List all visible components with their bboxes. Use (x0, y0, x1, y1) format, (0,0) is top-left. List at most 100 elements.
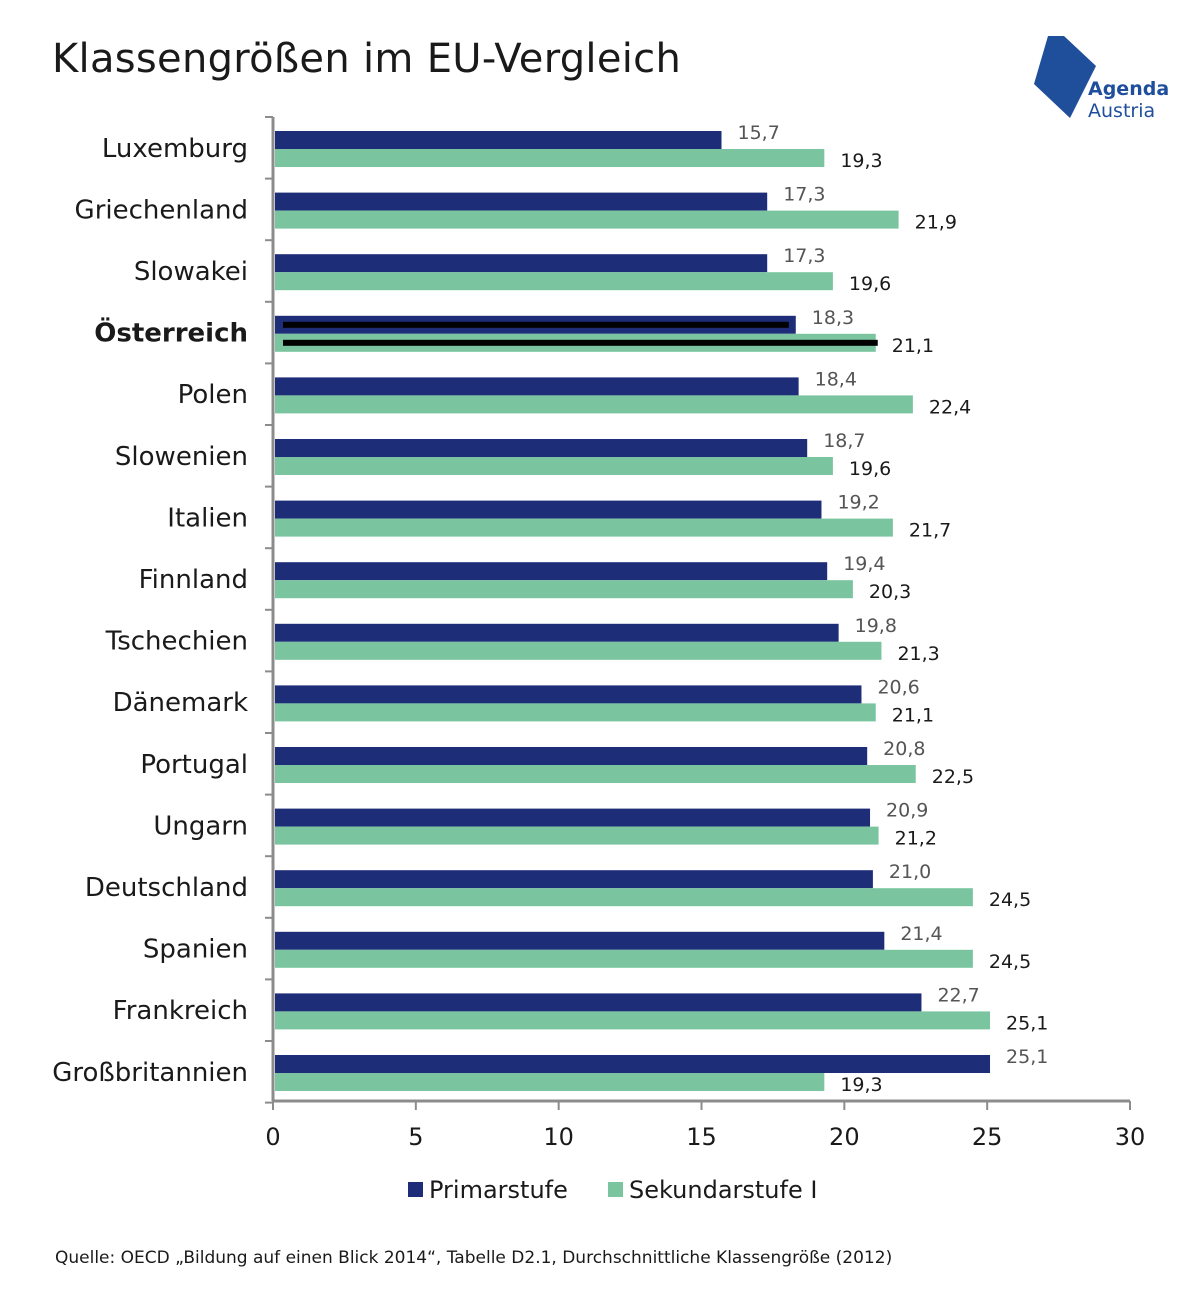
bar-sekundarstufe (275, 826, 879, 845)
bar-sekundarstufe (275, 641, 882, 660)
data-label-sekundarstufe: 20,3 (869, 581, 911, 603)
data-label-primarstufe: 19,8 (855, 615, 897, 637)
bar-sekundarstufe (275, 210, 899, 229)
bar-sekundarstufe (275, 703, 876, 722)
category-label: Tschechien (105, 627, 248, 657)
bar-sekundarstufe (275, 765, 916, 783)
x-tick-label: 20 (829, 1123, 860, 1151)
category-label: Ungarn (153, 811, 248, 841)
bar-primarstufe (275, 747, 868, 765)
bar-sekundarstufe (275, 888, 973, 907)
legend-swatch-primarstufe (408, 1182, 423, 1197)
x-tick-label: 30 (1115, 1123, 1146, 1151)
x-tick-label: 15 (686, 1123, 717, 1151)
category-label: Frankreich (113, 996, 248, 1026)
data-label-sekundarstufe: 21,7 (909, 520, 951, 542)
data-label-primarstufe: 17,3 (783, 245, 825, 267)
category-label: Slowakei (134, 257, 248, 287)
legend-label-sekundarstufe: Sekundarstufe I (629, 1176, 818, 1204)
category-label: Großbritannien (52, 1058, 248, 1088)
data-label-primarstufe: 17,3 (783, 184, 825, 206)
bar-sekundarstufe (275, 395, 913, 414)
logo-text-agenda: Agenda (1088, 78, 1170, 100)
bar-primarstufe (275, 870, 873, 889)
bar-primarstufe (275, 1055, 991, 1073)
category-label: Österreich (94, 316, 248, 349)
bar-sekundarstufe (275, 1011, 991, 1030)
x-tick-label: 25 (972, 1123, 1003, 1151)
data-label-sekundarstufe: 21,2 (895, 828, 937, 850)
legend-item-primarstufe: Primarstufe (408, 1176, 568, 1204)
data-label-primarstufe: 19,4 (843, 553, 885, 575)
bar-primarstufe (275, 993, 922, 1012)
bar-primarstufe (275, 931, 885, 950)
bar-sekundarstufe (275, 580, 853, 599)
data-label-sekundarstufe: 22,5 (932, 766, 974, 788)
bar-primarstufe (275, 131, 722, 149)
data-label-sekundarstufe: 19,3 (840, 150, 882, 172)
category-label: Griechenland (75, 195, 248, 225)
highlight-line-sekundarstufe (283, 339, 878, 346)
bar-sekundarstufe (275, 272, 833, 291)
bar-sekundarstufe (275, 518, 893, 537)
bar-primarstufe (275, 192, 768, 211)
x-tick-label: 0 (265, 1123, 280, 1151)
category-label: Slowenien (115, 442, 248, 472)
data-label-primarstufe: 18,4 (815, 368, 857, 390)
data-label-primarstufe: 15,7 (737, 122, 779, 144)
data-label-sekundarstufe: 24,5 (989, 951, 1031, 973)
data-label-primarstufe: 20,9 (886, 800, 928, 822)
data-label-primarstufe: 21,0 (889, 861, 931, 883)
category-label: Finnland (139, 565, 248, 595)
data-label-sekundarstufe: 25,1 (1006, 1012, 1048, 1034)
x-tick-label: 10 (543, 1123, 574, 1151)
logo-shape (1034, 36, 1096, 118)
data-label-primarstufe: 20,6 (877, 676, 919, 698)
data-label-sekundarstufe: 19,3 (840, 1074, 882, 1096)
source-note: Quelle: OECD „Bildung auf einen Blick 20… (55, 1248, 893, 1268)
bar-primarstufe (275, 377, 799, 396)
bar-primarstufe (275, 500, 822, 519)
data-label-sekundarstufe: 21,1 (892, 335, 934, 357)
data-label-sekundarstufe: 19,6 (849, 458, 891, 480)
chart-title: Klassengrößen im EU-Vergleich (52, 36, 682, 82)
category-label: Deutschland (85, 873, 248, 903)
bar-primarstufe (275, 562, 828, 581)
data-label-primarstufe: 18,7 (823, 430, 865, 452)
highlight-line-primarstufe (283, 321, 789, 328)
bar-primarstufe (275, 685, 862, 704)
bar-sekundarstufe (275, 1073, 825, 1091)
data-label-sekundarstufe: 24,5 (989, 889, 1031, 911)
data-label-sekundarstufe: 19,6 (849, 273, 891, 295)
bar-primarstufe (275, 439, 808, 457)
category-label: Polen (178, 380, 248, 410)
legend-label-primarstufe: Primarstufe (429, 1176, 568, 1204)
x-tick-label: 5 (408, 1123, 423, 1151)
agenda-austria-logo (1034, 36, 1096, 118)
bar-sekundarstufe (275, 949, 973, 968)
data-label-sekundarstufe: 21,1 (892, 704, 934, 726)
category-label: Italien (167, 503, 248, 533)
category-label: Luxemburg (102, 134, 248, 164)
bar-primarstufe (275, 254, 768, 273)
bar-sekundarstufe (275, 149, 825, 167)
data-label-primarstufe: 20,8 (883, 738, 925, 760)
data-label-primarstufe: 22,7 (937, 984, 979, 1006)
bar-primarstufe (275, 808, 871, 827)
data-label-sekundarstufe: 21,3 (897, 643, 939, 665)
logo-text-austria: Austria (1088, 100, 1156, 122)
legend-swatch-sekundarstufe (608, 1182, 623, 1197)
data-label-sekundarstufe: 21,9 (915, 212, 957, 234)
bar-sekundarstufe (275, 457, 833, 475)
category-label: Dänemark (113, 688, 248, 718)
data-label-primarstufe: 18,3 (812, 307, 854, 329)
category-label: Portugal (140, 750, 248, 780)
category-label: Spanien (143, 935, 248, 965)
legend-item-sekundarstufe: Sekundarstufe I (608, 1176, 817, 1204)
data-label-primarstufe: 25,1 (1006, 1046, 1048, 1068)
data-label-primarstufe: 21,4 (900, 923, 942, 945)
bar-primarstufe (275, 623, 839, 642)
data-label-sekundarstufe: 22,4 (929, 396, 971, 418)
data-label-primarstufe: 19,2 (837, 492, 879, 514)
